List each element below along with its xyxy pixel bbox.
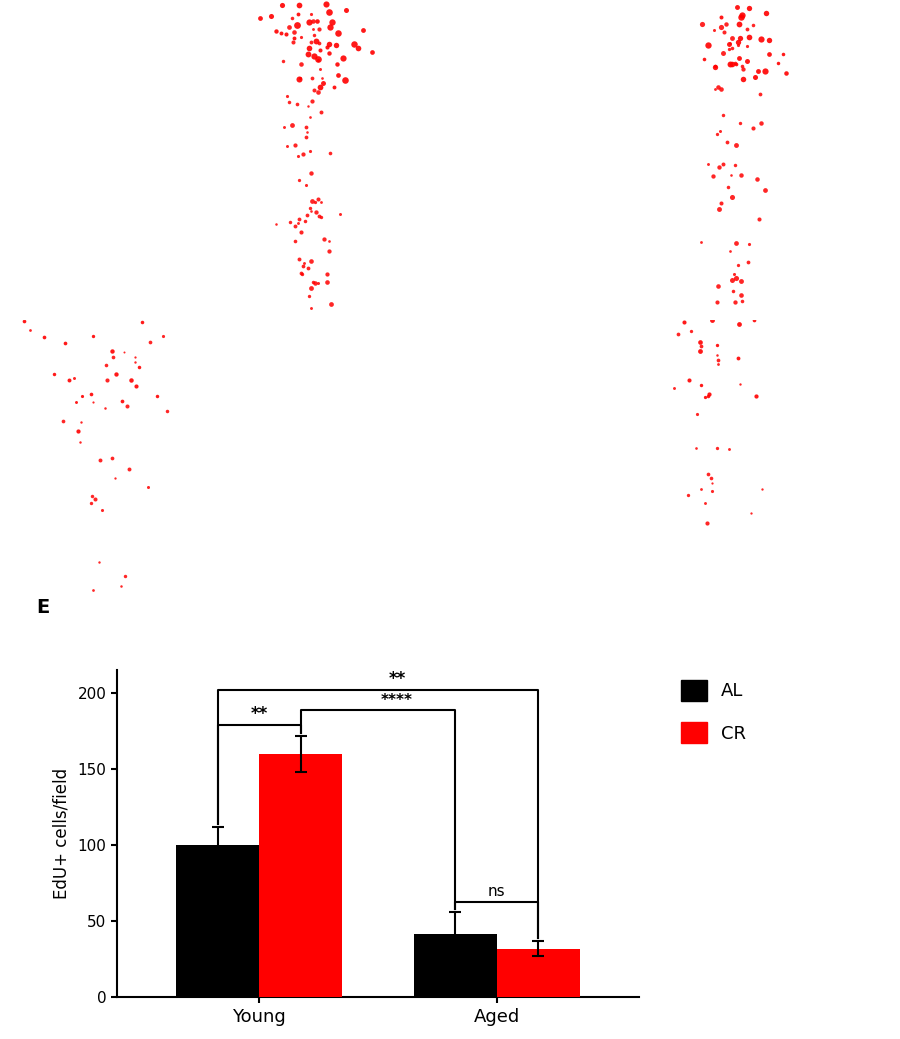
Text: LV: LV (18, 536, 36, 551)
Text: CR Young: CR Young (822, 296, 886, 310)
Text: LV: LV (590, 153, 608, 167)
Text: **: ** (251, 704, 268, 723)
Text: SVZ: SVZ (270, 184, 301, 199)
Text: SVZ: SVZ (720, 472, 751, 486)
Text: C: C (14, 329, 27, 347)
Bar (497, 949, 580, 997)
Text: E: E (36, 598, 50, 617)
Y-axis label: EdU+ cells/field: EdU+ cells/field (53, 768, 71, 900)
Text: LV: LV (590, 456, 608, 471)
Text: SVZ: SVZ (135, 523, 166, 538)
Text: **: ** (389, 670, 406, 689)
Bar (414, 933, 497, 997)
Legend: AL, CR: AL, CR (674, 672, 753, 750)
Text: LV: LV (90, 153, 108, 167)
Text: AL Young: AL Young (374, 296, 436, 310)
Text: CR Aged: CR Aged (827, 615, 886, 630)
Text: ****: **** (381, 693, 413, 709)
Bar (176, 845, 259, 997)
Text: AL Aged: AL Aged (379, 615, 436, 630)
Text: A: A (14, 9, 27, 28)
Text: D: D (464, 329, 479, 347)
Text: B: B (464, 9, 477, 28)
Text: ns: ns (488, 884, 506, 899)
Bar (259, 754, 342, 997)
